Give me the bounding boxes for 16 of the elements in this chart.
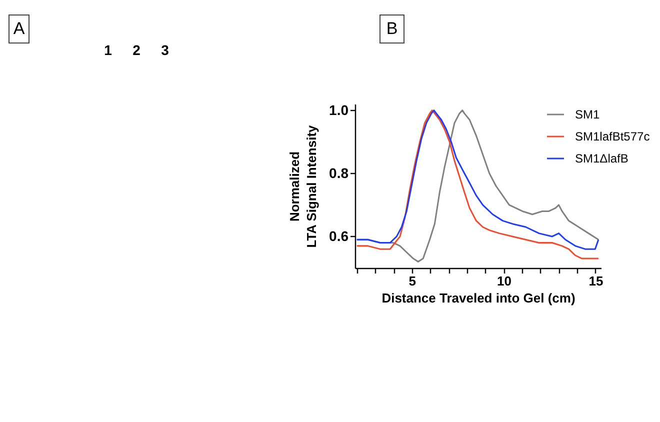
x-tick-label: 15 [588,274,604,288]
legend-label: SM1lafBt577c [575,130,650,144]
text: 2 [132,42,141,58]
x-tick-label: 10 [496,274,512,288]
x-tick-label: 5 [408,274,416,288]
legend-label: SM1ΔlafB [575,152,628,166]
y-axis-title: Normalized LTA Signal Intensity [287,124,320,248]
text: 1 [104,42,112,58]
y-tick-label: 0.6 [329,228,349,244]
x-axis-title: Distance Traveled into Gel (cm) [382,290,576,306]
chart-title: B [386,19,398,38]
y-tick-label: 1.0 [329,102,349,118]
text: 3 [161,42,170,58]
legend-label: SM1 [575,108,600,122]
text: A [13,19,26,38]
y-tick-label: 0.8 [329,164,349,181]
